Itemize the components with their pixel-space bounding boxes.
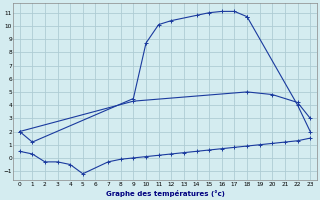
X-axis label: Graphe des températures (°c): Graphe des températures (°c) xyxy=(106,190,224,197)
